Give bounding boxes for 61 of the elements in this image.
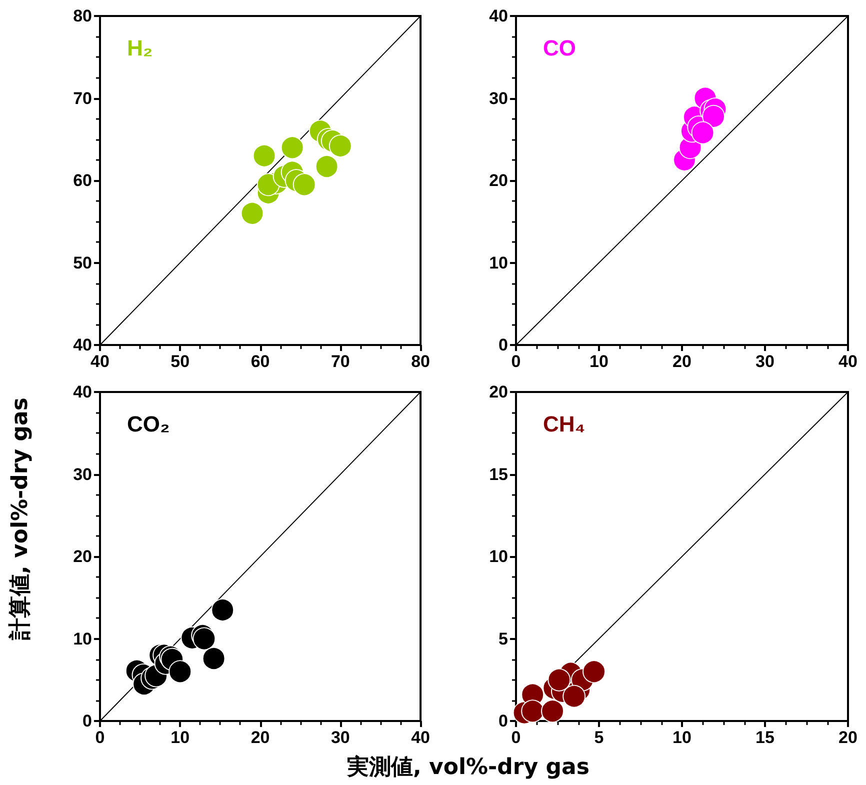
y-tick-label: 10: [73, 629, 92, 648]
x-tick-label: 30: [330, 728, 350, 747]
text: H₂: [127, 36, 153, 60]
point: [582, 660, 606, 684]
point: [168, 660, 192, 684]
x-tick-label: 10: [590, 352, 608, 371]
x-axis-title: 実測値, vol%-dry gas: [347, 754, 590, 782]
x-tick-label: 5: [594, 728, 604, 747]
x-tick-label: 70: [330, 352, 350, 371]
x-tick-label: 60: [250, 352, 270, 371]
y-tick-label: 40: [73, 382, 92, 402]
point: [702, 104, 726, 128]
point: [328, 134, 352, 158]
x-tick-label: 0: [511, 352, 521, 371]
x-tick-label: 10: [170, 728, 190, 747]
y-tick-label: 20: [73, 547, 92, 566]
y-tick-label: 70: [73, 88, 92, 108]
x-tick-label: 20: [250, 728, 270, 747]
y-tick-label: 10: [489, 253, 508, 272]
x-tick-label: 20: [838, 728, 858, 747]
y-tick-label: 40: [489, 6, 508, 26]
x-tick-label: 40: [411, 728, 430, 747]
y-axis-title: 計算値, vol%-dry gas: [7, 398, 34, 640]
x-tick-label: 80: [411, 352, 430, 371]
point: [548, 668, 571, 692]
x-tick-label: 0: [95, 728, 105, 747]
y-tick-label: 30: [489, 88, 508, 108]
y-tick-label: 20: [489, 382, 508, 402]
text: CH₄: [543, 412, 586, 436]
y-tick-label: 20: [489, 171, 508, 190]
point: [691, 121, 714, 144]
y-tick-label: 0: [498, 336, 508, 354]
point: [292, 173, 316, 196]
point: [315, 155, 338, 178]
x-tick-label: 50: [170, 352, 190, 371]
y-tick-label: 30: [73, 464, 92, 484]
x-tick-label: 20: [672, 352, 692, 371]
text: CO₂: [127, 412, 170, 436]
point: [280, 136, 304, 160]
point: [192, 627, 216, 650]
x-tick-label: 40: [838, 352, 858, 371]
y-tick-label: 10: [489, 547, 508, 566]
text: CO: [543, 36, 576, 60]
x-tick-label: 15: [756, 728, 774, 747]
point: [541, 700, 564, 723]
point: [240, 202, 264, 225]
y-tick-label: 0: [82, 712, 92, 730]
y-tick-label: 80: [73, 6, 92, 26]
x-tick-label: 0: [511, 728, 521, 747]
x-tick-label: 40: [90, 352, 110, 371]
point: [211, 598, 234, 622]
point: [252, 144, 276, 168]
y-tick-label: 60: [73, 171, 92, 190]
x-tick-label: 30: [756, 352, 774, 371]
y-tick-label: 5: [498, 629, 508, 648]
y-tick-label: 40: [73, 336, 92, 354]
y-tick-label: 50: [73, 253, 92, 272]
point: [202, 646, 226, 670]
y-tick-label: 0: [498, 712, 508, 730]
x-tick-label: 10: [672, 728, 692, 747]
y-tick-label: 15: [489, 464, 508, 484]
